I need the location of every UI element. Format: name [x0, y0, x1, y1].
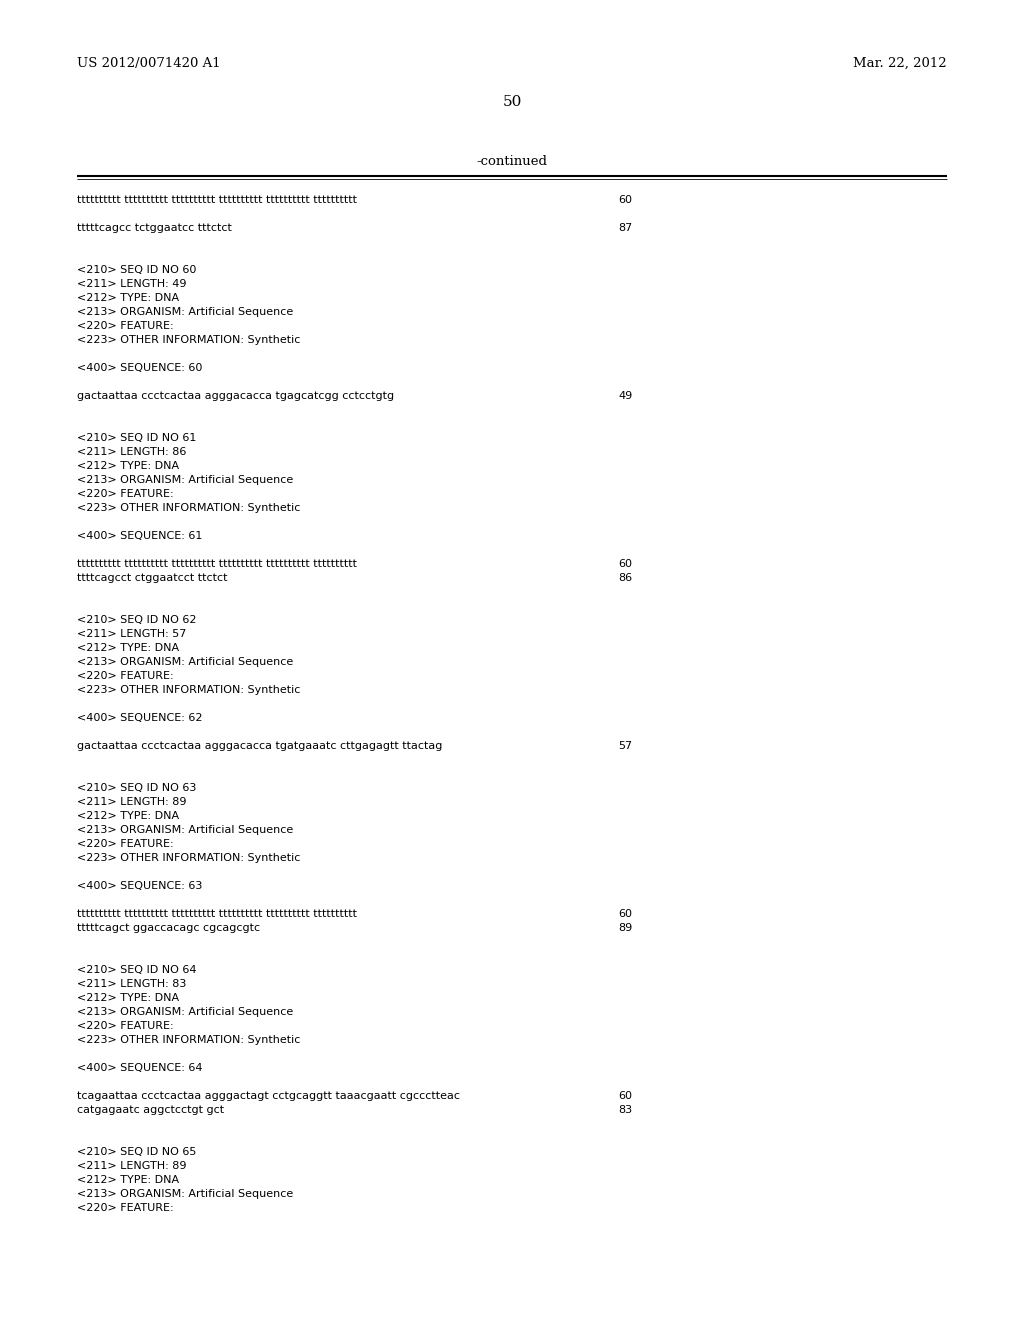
- Text: <212> TYPE: DNA: <212> TYPE: DNA: [77, 643, 179, 653]
- Text: tcagaattaa ccctcactaa agggactagt cctgcaggtt taaacgaatt cgccctteac: tcagaattaa ccctcactaa agggactagt cctgcag…: [77, 1092, 460, 1101]
- Text: gactaattaa ccctcactaa agggacacca tgatgaaatc cttgagagtt ttactag: gactaattaa ccctcactaa agggacacca tgatgaa…: [77, 741, 442, 751]
- Text: 87: 87: [618, 223, 632, 234]
- Text: <223> OTHER INFORMATION: Synthetic: <223> OTHER INFORMATION: Synthetic: [77, 335, 300, 345]
- Text: Mar. 22, 2012: Mar. 22, 2012: [853, 57, 947, 70]
- Text: <223> OTHER INFORMATION: Synthetic: <223> OTHER INFORMATION: Synthetic: [77, 1035, 300, 1045]
- Text: 83: 83: [618, 1105, 632, 1115]
- Text: tttttcagcc tctggaatcc tttctct: tttttcagcc tctggaatcc tttctct: [77, 223, 231, 234]
- Text: <212> TYPE: DNA: <212> TYPE: DNA: [77, 1175, 179, 1185]
- Text: <211> LENGTH: 83: <211> LENGTH: 83: [77, 979, 186, 989]
- Text: <213> ORGANISM: Artificial Sequence: <213> ORGANISM: Artificial Sequence: [77, 657, 293, 667]
- Text: <212> TYPE: DNA: <212> TYPE: DNA: [77, 993, 179, 1003]
- Text: <220> FEATURE:: <220> FEATURE:: [77, 840, 174, 849]
- Text: <220> FEATURE:: <220> FEATURE:: [77, 1203, 174, 1213]
- Text: <213> ORGANISM: Artificial Sequence: <213> ORGANISM: Artificial Sequence: [77, 1007, 293, 1016]
- Text: <220> FEATURE:: <220> FEATURE:: [77, 321, 174, 331]
- Text: <213> ORGANISM: Artificial Sequence: <213> ORGANISM: Artificial Sequence: [77, 825, 293, 836]
- Text: <223> OTHER INFORMATION: Synthetic: <223> OTHER INFORMATION: Synthetic: [77, 503, 300, 513]
- Text: <400> SEQUENCE: 62: <400> SEQUENCE: 62: [77, 713, 203, 723]
- Text: <213> ORGANISM: Artificial Sequence: <213> ORGANISM: Artificial Sequence: [77, 1189, 293, 1199]
- Text: <211> LENGTH: 57: <211> LENGTH: 57: [77, 630, 186, 639]
- Text: <210> SEQ ID NO 62: <210> SEQ ID NO 62: [77, 615, 197, 624]
- Text: <400> SEQUENCE: 60: <400> SEQUENCE: 60: [77, 363, 203, 374]
- Text: 60: 60: [618, 195, 632, 205]
- Text: catgagaatc aggctcctgt gct: catgagaatc aggctcctgt gct: [77, 1105, 224, 1115]
- Text: 60: 60: [618, 558, 632, 569]
- Text: 50: 50: [503, 95, 521, 110]
- Text: <213> ORGANISM: Artificial Sequence: <213> ORGANISM: Artificial Sequence: [77, 308, 293, 317]
- Text: tttttttttt tttttttttt tttttttttt tttttttttt tttttttttt tttttttttt: tttttttttt tttttttttt tttttttttt ttttttt…: [77, 909, 357, 919]
- Text: <211> LENGTH: 49: <211> LENGTH: 49: [77, 279, 186, 289]
- Text: <210> SEQ ID NO 63: <210> SEQ ID NO 63: [77, 783, 197, 793]
- Text: <220> FEATURE:: <220> FEATURE:: [77, 488, 174, 499]
- Text: <211> LENGTH: 89: <211> LENGTH: 89: [77, 1162, 186, 1171]
- Text: gactaattaa ccctcactaa agggacacca tgagcatcgg cctcctgtg: gactaattaa ccctcactaa agggacacca tgagcat…: [77, 391, 394, 401]
- Text: 57: 57: [618, 741, 632, 751]
- Text: tttttttttt tttttttttt tttttttttt tttttttttt tttttttttt tttttttttt: tttttttttt tttttttttt tttttttttt ttttttt…: [77, 195, 357, 205]
- Text: tttttcagct ggaccacagc cgcagcgtc: tttttcagct ggaccacagc cgcagcgtc: [77, 923, 260, 933]
- Text: -continued: -continued: [476, 154, 548, 168]
- Text: 60: 60: [618, 909, 632, 919]
- Text: <212> TYPE: DNA: <212> TYPE: DNA: [77, 810, 179, 821]
- Text: 60: 60: [618, 1092, 632, 1101]
- Text: <400> SEQUENCE: 64: <400> SEQUENCE: 64: [77, 1063, 203, 1073]
- Text: <212> TYPE: DNA: <212> TYPE: DNA: [77, 461, 179, 471]
- Text: <210> SEQ ID NO 61: <210> SEQ ID NO 61: [77, 433, 197, 444]
- Text: <220> FEATURE:: <220> FEATURE:: [77, 1020, 174, 1031]
- Text: <223> OTHER INFORMATION: Synthetic: <223> OTHER INFORMATION: Synthetic: [77, 853, 300, 863]
- Text: <210> SEQ ID NO 60: <210> SEQ ID NO 60: [77, 265, 197, 275]
- Text: ttttcagcct ctggaatcct ttctct: ttttcagcct ctggaatcct ttctct: [77, 573, 227, 583]
- Text: <213> ORGANISM: Artificial Sequence: <213> ORGANISM: Artificial Sequence: [77, 475, 293, 484]
- Text: <220> FEATURE:: <220> FEATURE:: [77, 671, 174, 681]
- Text: 89: 89: [618, 923, 632, 933]
- Text: <400> SEQUENCE: 63: <400> SEQUENCE: 63: [77, 880, 203, 891]
- Text: US 2012/0071420 A1: US 2012/0071420 A1: [77, 57, 220, 70]
- Text: 86: 86: [618, 573, 632, 583]
- Text: 49: 49: [618, 391, 632, 401]
- Text: <223> OTHER INFORMATION: Synthetic: <223> OTHER INFORMATION: Synthetic: [77, 685, 300, 696]
- Text: <211> LENGTH: 86: <211> LENGTH: 86: [77, 447, 186, 457]
- Text: <210> SEQ ID NO 65: <210> SEQ ID NO 65: [77, 1147, 197, 1158]
- Text: <212> TYPE: DNA: <212> TYPE: DNA: [77, 293, 179, 304]
- Text: <210> SEQ ID NO 64: <210> SEQ ID NO 64: [77, 965, 197, 975]
- Text: tttttttttt tttttttttt tttttttttt tttttttttt tttttttttt tttttttttt: tttttttttt tttttttttt tttttttttt ttttttt…: [77, 558, 357, 569]
- Text: <211> LENGTH: 89: <211> LENGTH: 89: [77, 797, 186, 807]
- Text: <400> SEQUENCE: 61: <400> SEQUENCE: 61: [77, 531, 203, 541]
